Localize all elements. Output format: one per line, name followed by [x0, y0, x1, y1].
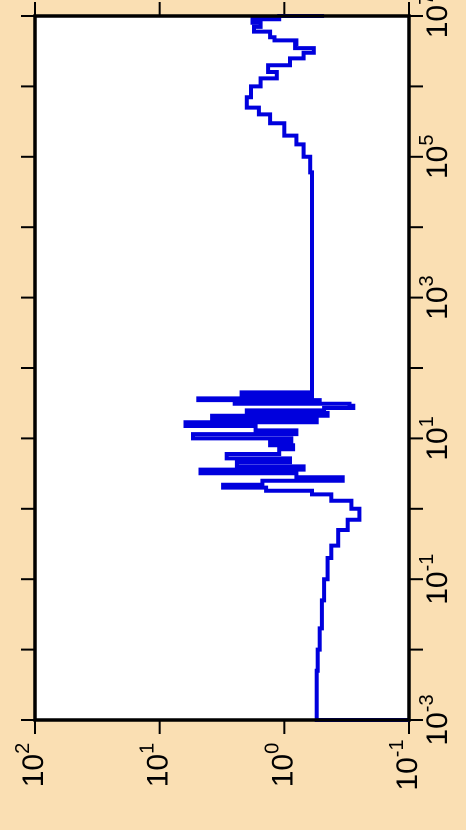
y-tick-label: 102 [12, 743, 50, 788]
y-tick-label: 10-1 [386, 739, 424, 790]
labels-layer: 10-310-110110310510710210110010-1 [12, 0, 454, 791]
x-tick-label: 10-3 [416, 694, 454, 745]
x-tick-label: 105 [416, 135, 454, 180]
y-tick-label: 100 [262, 743, 300, 788]
ticks-layer [21, 2, 423, 734]
series-layer [183, 14, 409, 722]
series-line [183, 14, 409, 722]
plot-background [35, 16, 409, 720]
x-tick-label: 10-1 [416, 554, 454, 605]
y-tick-label: 101 [137, 743, 175, 788]
x-tick-label: 107 [416, 0, 454, 38]
x-tick-label: 101 [416, 416, 454, 461]
plot-frame [33, 14, 411, 722]
x-tick-label: 103 [416, 275, 454, 320]
